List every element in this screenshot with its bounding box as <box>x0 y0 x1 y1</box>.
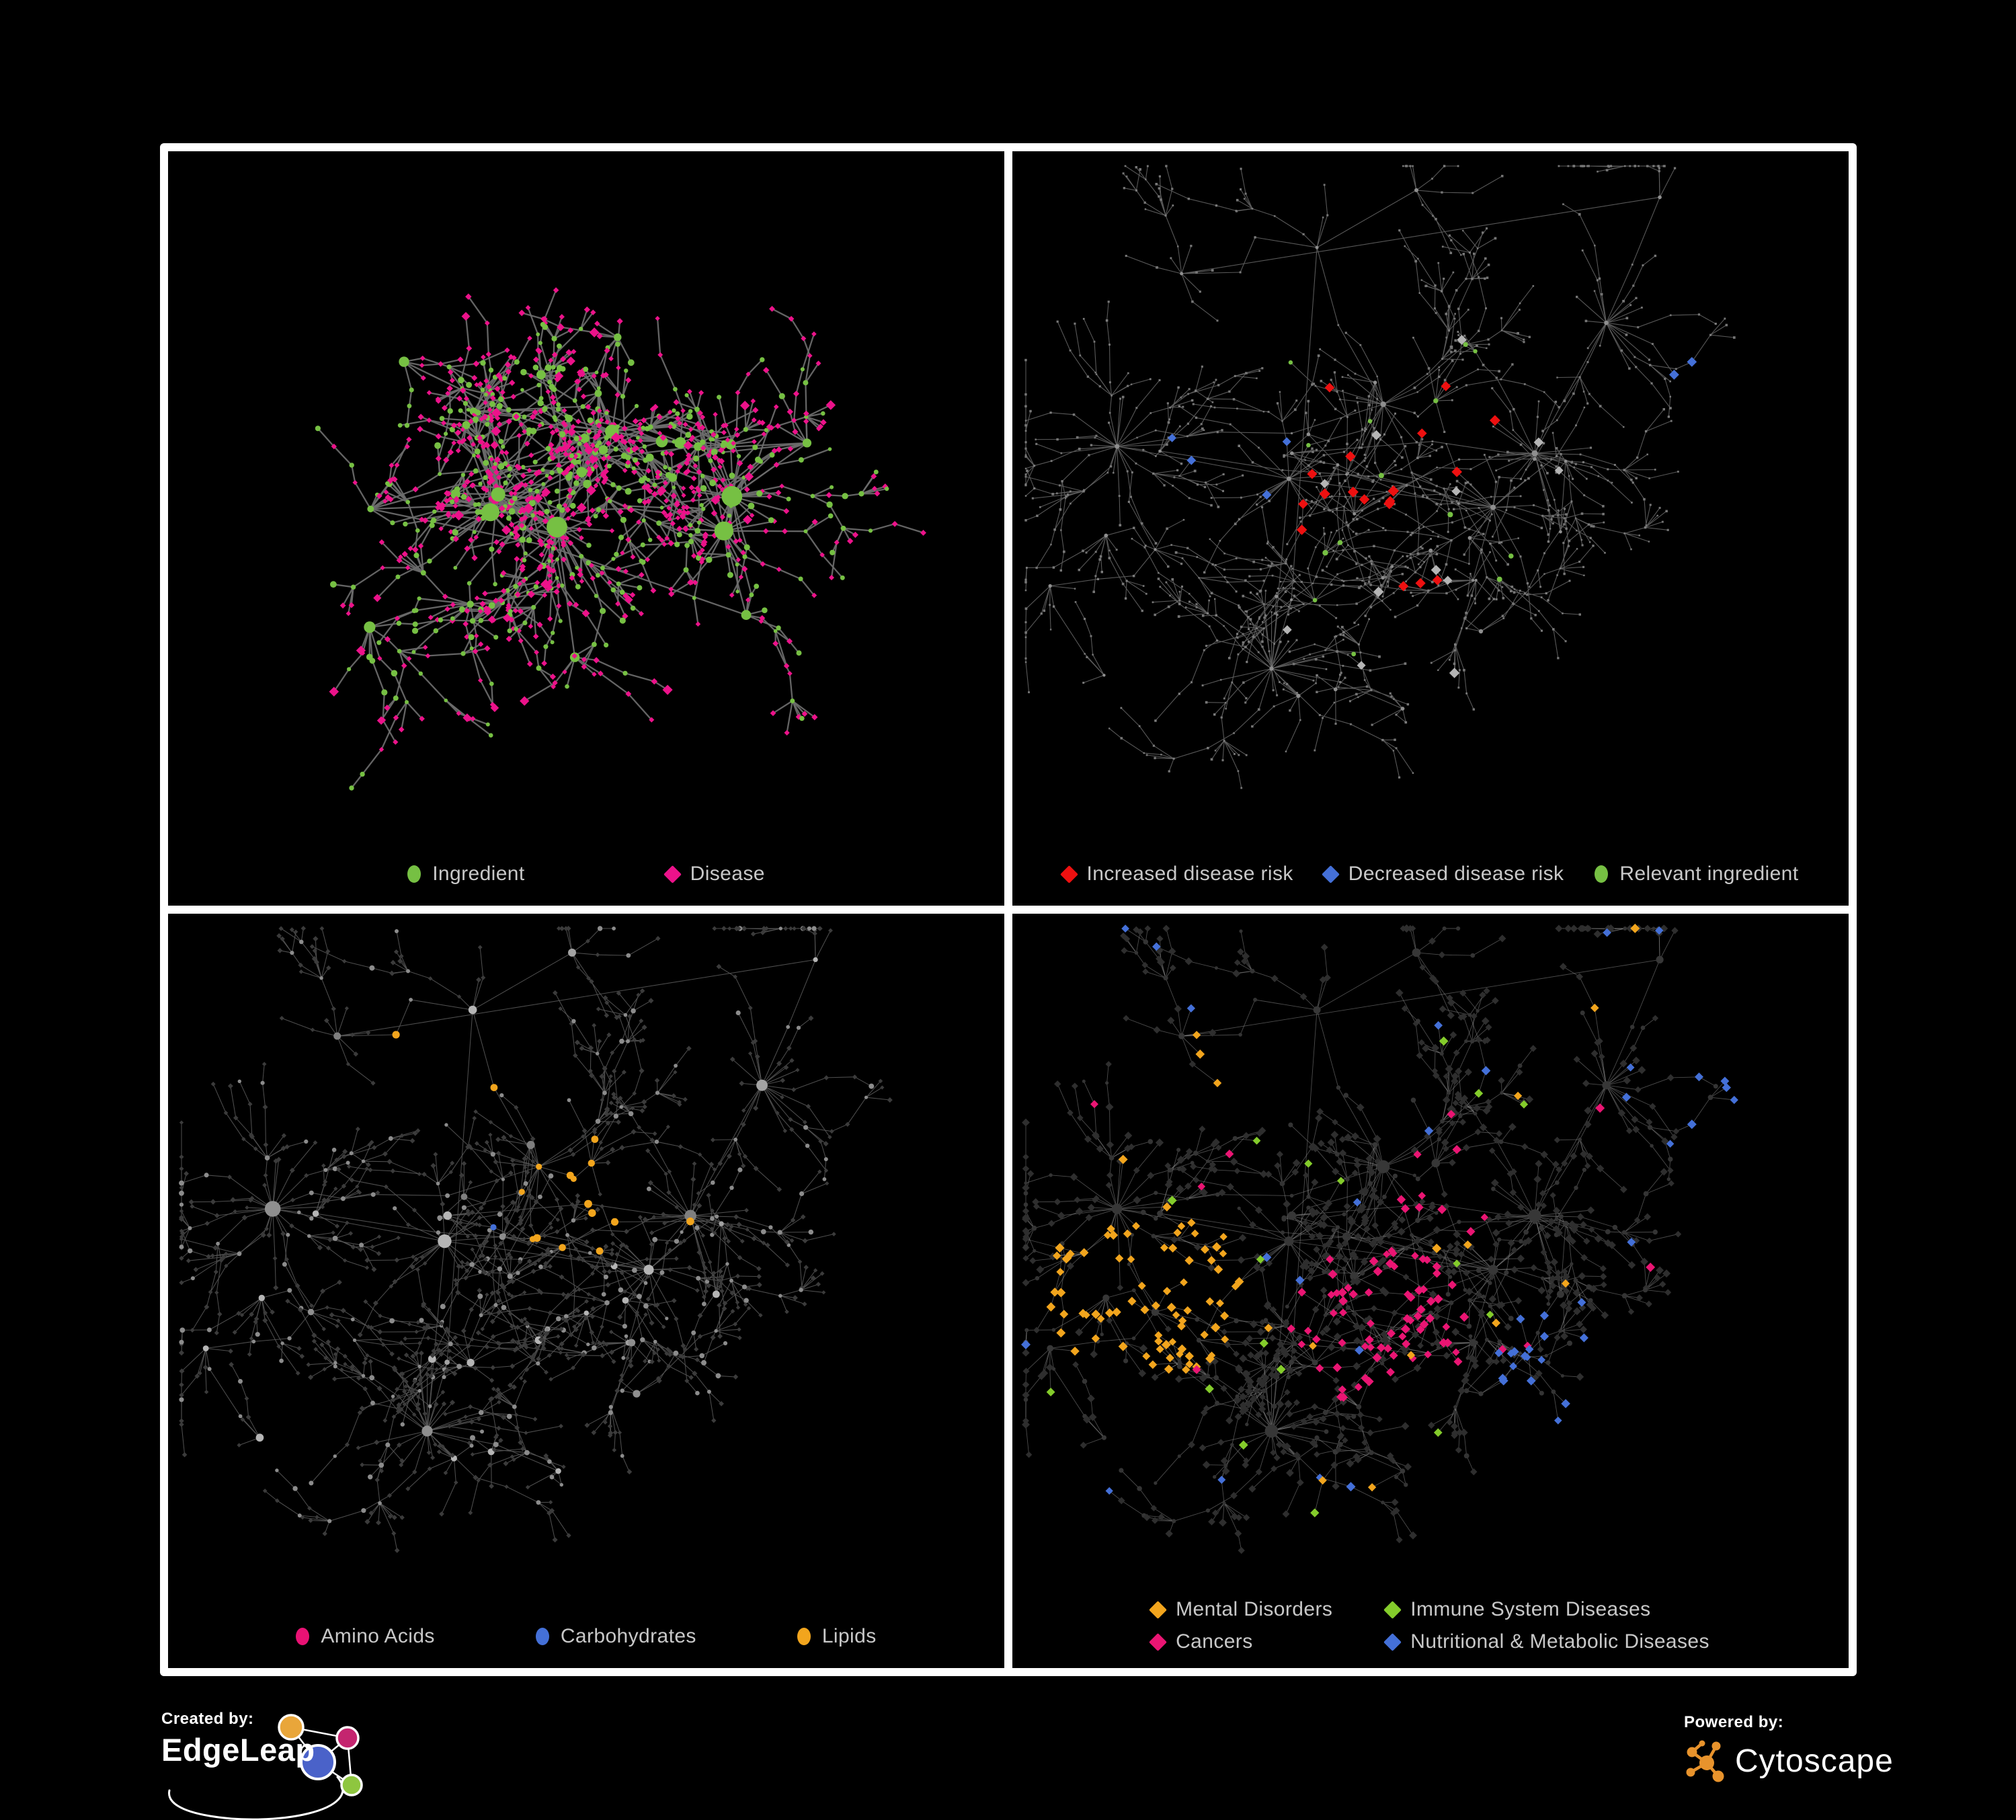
legend-label: Cancers <box>1176 1630 1253 1653</box>
legend-marker-diamond-icon <box>1149 1632 1168 1651</box>
legend-disease-categories: Mental Disorders Immune System Diseases Ca… <box>1012 1598 1849 1653</box>
legend-item: Mental Disorders <box>1149 1598 1333 1621</box>
legend-item: Decreased disease risk <box>1321 863 1564 885</box>
created-by-label: Created by: <box>161 1710 254 1728</box>
legend-item: Increased disease risk <box>1059 863 1293 885</box>
panel-disease-categories: Mental Disorders Immune System Diseases Ca… <box>1012 914 1849 1668</box>
cytoscape-brand: Cytoscape <box>1735 1743 1894 1779</box>
legend-item: Immune System Diseases <box>1383 1598 1709 1621</box>
legend-label: Mental Disorders <box>1176 1598 1333 1620</box>
legend-label: Carbohydrates <box>560 1625 696 1647</box>
network-canvas-disease-risk <box>1024 165 1736 789</box>
powered-by-label: Powered by: <box>1684 1713 1784 1731</box>
edgeleap-brand: EdgeLeap <box>161 1732 315 1768</box>
legend-item: Disease <box>663 863 765 885</box>
legend-label: Increased disease risk <box>1086 863 1293 885</box>
legend-marker-ellipse-icon <box>407 865 421 883</box>
legend-label: Relevant ingredient <box>1619 863 1799 885</box>
legend-label: Lipids <box>821 1625 877 1647</box>
legend-item: Ingredient <box>407 863 524 885</box>
legend-marker-diamond-icon <box>1321 865 1340 883</box>
legend-item: Lipids <box>797 1625 877 1648</box>
legend-disease-risk: Increased disease risk Decreased disease … <box>1012 863 1849 885</box>
legend-marker-diamond-icon <box>663 865 682 883</box>
powered-by-block: Powered by: Cytoscape <box>1684 1713 1926 1794</box>
legend-marker-ellipse-icon <box>535 1628 549 1645</box>
legend-item: Cancers <box>1149 1630 1332 1653</box>
legend-label: Immune System Diseases <box>1410 1598 1651 1620</box>
legend-ingredient-classes: Amino Acids Carbohydrates Lipids <box>168 1625 1004 1648</box>
legend-item: Relevant ingredient <box>1595 863 1798 885</box>
legend-label: Decreased disease risk <box>1348 863 1564 885</box>
network-canvas-ingredient-classes <box>178 925 893 1553</box>
legend-marker-ellipse-icon <box>797 1628 811 1645</box>
network-canvas-disease-categories <box>1020 923 1738 1554</box>
panel-ingredient-classes: Amino Acids Carbohydrates Lipids <box>168 914 1004 1668</box>
network-canvas-ingredient-disease <box>315 287 926 791</box>
created-by-block: Created by: EdgeLeap <box>161 1710 393 1820</box>
panel-disease-risk: Increased disease risk Decreased disease … <box>1012 151 1849 906</box>
panel-grid: Ingredient Disease Increased disease risk… <box>160 143 1857 1676</box>
legend-label: Ingredient <box>432 863 525 885</box>
legend-ingredient-disease: Ingredient Disease <box>168 863 1004 885</box>
legend-item: Carbohydrates <box>535 1625 696 1648</box>
legend-marker-diamond-icon <box>1383 1600 1402 1619</box>
legend-item: Nutritional & Metabolic Diseases <box>1383 1630 1709 1653</box>
edgeleap-logo-icon <box>168 1714 363 1820</box>
legend-label: Nutritional & Metabolic Diseases <box>1410 1630 1709 1653</box>
legend-marker-ellipse-icon <box>1595 865 1609 883</box>
panel-ingredient-disease: Ingredient Disease <box>168 151 1004 906</box>
legend-label: Disease <box>690 863 765 885</box>
legend-marker-diamond-icon <box>1149 1600 1168 1619</box>
cytoscape-logo-icon <box>1686 1740 1724 1782</box>
legend-label: Amino Acids <box>321 1625 435 1647</box>
legend-marker-diamond-icon <box>1059 865 1078 883</box>
legend-item: Amino Acids <box>296 1625 434 1648</box>
legend-marker-diamond-icon <box>1383 1632 1402 1651</box>
legend-marker-ellipse-icon <box>296 1628 310 1645</box>
